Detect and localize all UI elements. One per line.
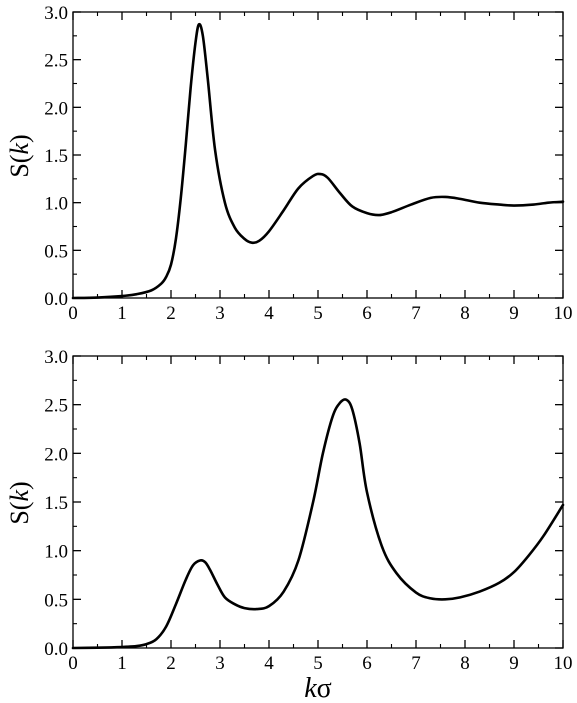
bottom-y-tick-label: 1.5 xyxy=(44,493,68,514)
bottom-panel-x-axis-label: kσ xyxy=(304,673,332,703)
top-y-tick-label: 2.5 xyxy=(44,51,68,72)
top-panel: 0 1 2 3 4 5 6 7 8 9 10 0.0 0.5 1.0 1.5 2.0 2.5 3.0 S(k) xyxy=(5,3,573,324)
bottom-y-tick-label: 0.0 xyxy=(44,639,68,660)
bottom-x-tick-label: 0 xyxy=(68,653,78,674)
top-panel-structure-factor-curve xyxy=(71,22,565,300)
top-x-tick-label: 6 xyxy=(362,303,372,324)
bottom-panel-structure-factor-curve xyxy=(71,398,565,650)
top-x-tick-label: 1 xyxy=(117,303,127,324)
bottom-y-tick-label: 2.0 xyxy=(44,444,68,465)
top-y-label-var: k xyxy=(5,143,34,155)
top-y-tick-label: 2.0 xyxy=(44,98,68,119)
bottom-x-tick-label: 3 xyxy=(215,653,225,674)
bottom-y-tick-label: 1.0 xyxy=(44,542,68,563)
bottom-panel-y-axis-label: S(k) xyxy=(5,481,34,524)
bottom-x-tick-label: 2 xyxy=(166,653,176,674)
top-x-tick-label: 3 xyxy=(215,303,225,324)
bottom-y-tick-label: 0.5 xyxy=(44,590,68,611)
top-panel-y-axis-label: S(k) xyxy=(5,134,34,177)
top-y-tick-label: 0.5 xyxy=(44,241,68,262)
bottom-x-tick-label: 9 xyxy=(509,653,519,674)
bottom-x-tick-label: 4 xyxy=(264,653,274,674)
top-y-label-close: ) xyxy=(5,134,34,143)
bottom-x-tick-label: 5 xyxy=(313,653,323,674)
top-x-tick-label: 8 xyxy=(460,303,470,324)
bottom-x-tick-label: 7 xyxy=(411,653,421,674)
top-y-label-base: S( xyxy=(5,155,34,178)
top-x-tick-label: 9 xyxy=(509,303,519,324)
bottom-panel-ticks: 0 1 2 3 4 5 6 7 8 9 10 0.0 0.5 1.0 1.5 2.0 2.5 3.0 xyxy=(44,347,572,674)
top-panel-frame xyxy=(72,11,564,299)
top-y-tick-label: 1.5 xyxy=(44,146,68,167)
top-x-tick-label: 2 xyxy=(166,303,176,324)
bottom-y-label-var: k xyxy=(5,490,34,502)
bottom-x-tick-label: 10 xyxy=(554,653,573,674)
top-x-tick-label: 5 xyxy=(313,303,323,324)
bottom-panel: 0 1 2 3 4 5 6 7 8 9 100.00.51.01.52.02.53.0 S(k) k… xyxy=(5,347,573,703)
top-x-tick-label: 10 xyxy=(554,303,573,324)
bottom-y-label-close: ) xyxy=(5,481,34,490)
top-x-tick-label: 7 xyxy=(411,303,421,324)
bottom-y-tick-label: 2.5 xyxy=(44,396,68,417)
top-y-tick-label: 0.0 xyxy=(44,289,68,310)
top-x-tick-label: 0 xyxy=(68,303,78,324)
bottom-x-tick-label: 6 xyxy=(362,653,372,674)
top-x-tick-label: 4 xyxy=(264,303,274,324)
x-label-sym: σ xyxy=(317,673,332,703)
top-y-tick-label: 3.0 xyxy=(44,3,68,24)
x-label-var: k xyxy=(304,673,317,703)
bottom-panel-frame xyxy=(72,355,564,649)
bottom-x-tick-label: 8 xyxy=(460,653,470,674)
bottom-y-tick-label: 3.0 xyxy=(44,347,68,368)
top-y-tick-label: 1.0 xyxy=(44,194,68,215)
top-panel-ticks: 0 1 2 3 4 5 6 7 8 9 10 0.0 0.5 1.0 1.5 2.0 2.5 3.0 xyxy=(44,3,572,324)
bottom-y-label-base: S( xyxy=(5,502,34,525)
bottom-x-tick-label: 1 xyxy=(117,653,127,674)
